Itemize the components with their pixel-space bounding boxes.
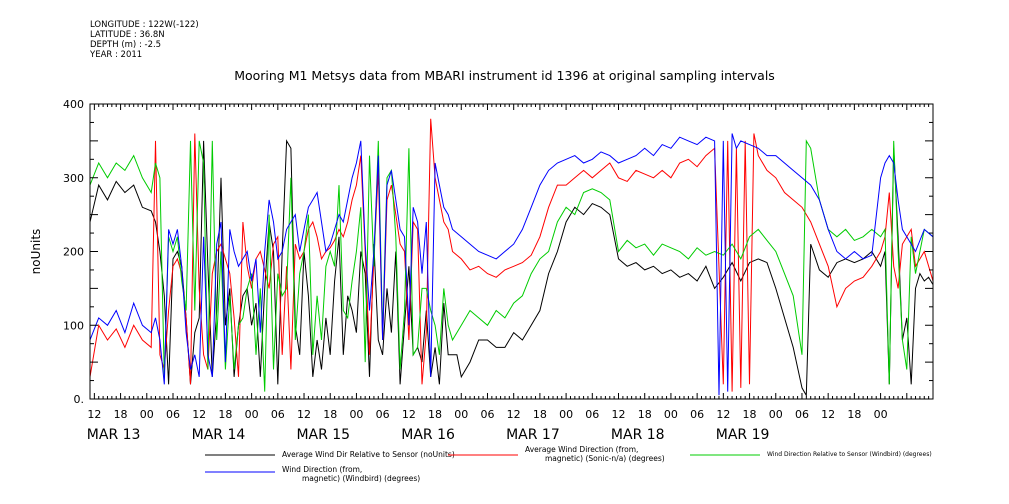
legend-label-2: Wind Direction Relative to Sensor (Windb… xyxy=(767,451,932,458)
latitude-label: LATITUDE : 36.8N xyxy=(90,30,165,40)
year-label: YEAR : 2011 xyxy=(90,50,143,60)
label-layer: 0. 100 200 300 400 noUnits 12 18 00 06 12 18 00 06 12 1… xyxy=(29,98,888,443)
x-day-label: MAR 19 xyxy=(716,427,770,443)
x-hour-label: 00 xyxy=(769,408,783,421)
x-hour-label: 12 xyxy=(192,408,206,421)
x-hour-label: 06 xyxy=(166,408,180,421)
x-hour-label: 00 xyxy=(559,408,573,421)
x-hour-label: 18 xyxy=(743,408,757,421)
depth-label: DEPTH (m) : -2.5 xyxy=(90,40,162,50)
x-hour-label: 06 xyxy=(690,408,704,421)
series-line-2 xyxy=(90,139,933,392)
x-hour-label: 00 xyxy=(349,408,363,421)
x-hour-label: 18 xyxy=(638,408,652,421)
x-day-label: MAR 17 xyxy=(506,427,560,443)
x-hour-label: 18 xyxy=(428,408,442,421)
y-axis-label: noUnits xyxy=(29,229,43,275)
x-hour-label: 00 xyxy=(140,408,154,421)
metadata-block: LONGITUDE : 122W(-122) LATITUDE : 36.8N … xyxy=(90,20,199,60)
x-hour-label: 18 xyxy=(114,408,128,421)
x-hour-label: 06 xyxy=(480,408,494,421)
x-hour-label: 18 xyxy=(323,408,337,421)
x-day-label: MAR 15 xyxy=(296,427,350,443)
x-hour-label: 06 xyxy=(585,408,599,421)
x-hour-label: 00 xyxy=(454,408,468,421)
x-hour-label: 12 xyxy=(87,408,101,421)
x-hour-label: 00 xyxy=(245,408,259,421)
x-day-label: MAR 16 xyxy=(401,427,455,443)
longitude-label: LONGITUDE : 122W(-122) xyxy=(90,20,199,30)
y-tick-label: 400 xyxy=(63,98,84,111)
x-hour-label: 06 xyxy=(271,408,285,421)
x-hour-label: 18 xyxy=(533,408,547,421)
legend-label-3: Wind Direction (from, magnetic) (Windbird… xyxy=(282,465,420,483)
x-hour-label: 06 xyxy=(376,408,390,421)
y-tick-label: 0. xyxy=(74,393,85,406)
x-hour-label: 12 xyxy=(507,408,521,421)
y-tick-label: 200 xyxy=(63,246,84,259)
legend-label-0: Average Wind Dir Relative to Sensor (noU… xyxy=(282,450,455,459)
y-tick-label: 100 xyxy=(63,319,84,332)
x-hour-label: 18 xyxy=(847,408,861,421)
x-hour-label: 18 xyxy=(218,408,232,421)
chart-title: Mooring M1 Metsys data from MBARI instru… xyxy=(234,68,775,83)
x-hour-label: 12 xyxy=(716,408,730,421)
x-hour-label: 06 xyxy=(795,408,809,421)
series-line-3 xyxy=(90,133,933,396)
x-hour-label: 12 xyxy=(612,408,626,421)
series-layer xyxy=(90,118,933,398)
x-day-label: MAR 13 xyxy=(87,427,141,443)
x-hour-label: 00 xyxy=(664,408,678,421)
legend-label-1: Average Wind Direction (from, magnetic) (… xyxy=(525,445,665,463)
x-hour-label: 12 xyxy=(297,408,311,421)
y-tick-label: 300 xyxy=(63,172,84,185)
x-day-label: MAR 14 xyxy=(192,427,246,443)
x-hour-label: 12 xyxy=(821,408,835,421)
legend: Average Wind Dir Relative to Sensor (noU… xyxy=(205,445,932,483)
x-hour-label: 00 xyxy=(874,408,888,421)
axis-layer xyxy=(89,103,934,400)
x-day-label: MAR 18 xyxy=(611,427,665,443)
x-hour-label: 12 xyxy=(402,408,416,421)
